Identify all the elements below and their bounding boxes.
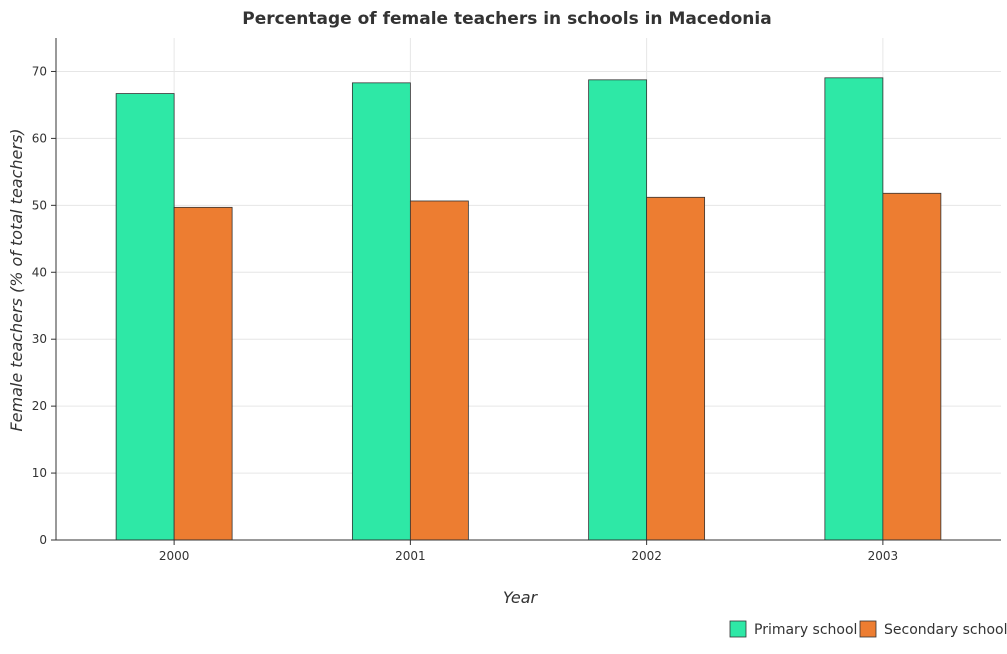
y-tick-label: 10 bbox=[32, 466, 47, 480]
y-tick-label: 50 bbox=[32, 198, 47, 212]
axes: 0 10 20 30 40 50 60 70 2000 2001 2002 2003 bbox=[32, 38, 1001, 563]
x-tick-label: 2000 bbox=[159, 549, 190, 563]
bar-secondary-school-2001 bbox=[409, 200, 469, 541]
y-tick-label: 20 bbox=[32, 399, 47, 413]
bar-primary-school-2002 bbox=[588, 79, 648, 541]
x-tick-label: 2002 bbox=[631, 549, 662, 563]
bar-primary-school-2001 bbox=[351, 82, 411, 541]
y-tick-label: 40 bbox=[32, 265, 47, 279]
legend-swatch-secondary-school bbox=[859, 620, 877, 638]
bars bbox=[115, 77, 942, 541]
x-axis-label: Year bbox=[503, 588, 539, 607]
x-tick-label: 2003 bbox=[868, 549, 899, 563]
legend-swatch-primary-school bbox=[729, 620, 747, 638]
y-tick-label: 70 bbox=[32, 64, 47, 78]
y-tick-label: 30 bbox=[32, 332, 47, 346]
chart-title: Percentage of female teachers in schools… bbox=[242, 9, 771, 29]
bar-secondary-school-2002 bbox=[646, 196, 706, 541]
legend: Primary school Secondary school bbox=[729, 620, 1007, 638]
legend-label-secondary-school: Secondary school bbox=[884, 622, 1007, 638]
y-tick-label: 0 bbox=[39, 533, 47, 547]
bar-primary-school-2003 bbox=[824, 77, 884, 541]
bar-primary-school-2000 bbox=[115, 93, 175, 541]
y-tick-label: 60 bbox=[32, 131, 47, 145]
bar-secondary-school-2003 bbox=[882, 192, 942, 541]
bar-secondary-school-2000 bbox=[173, 206, 233, 541]
y-axis-label: Female teachers (% of total teachers) bbox=[7, 128, 26, 431]
legend-label-primary-school: Primary school bbox=[754, 622, 857, 638]
x-tick-label: 2001 bbox=[395, 549, 426, 563]
